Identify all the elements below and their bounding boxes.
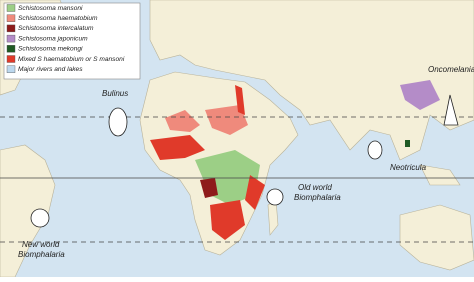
endemic-area: [210, 200, 245, 240]
legend-swatch: [6, 14, 16, 22]
legend-swatch: [6, 4, 16, 12]
legend-label: Schistosoma haematobium: [18, 15, 98, 22]
legend-swatch: [6, 34, 16, 43]
snail-icon: [443, 94, 459, 126]
snail-icon: [30, 208, 50, 228]
endemic-area: [165, 110, 200, 132]
endemic-area: [405, 140, 410, 147]
legend-box: [3, 2, 141, 80]
snail-label: Biomphalaria: [294, 193, 341, 202]
endemic-area: [400, 80, 440, 110]
endemic-area: [235, 85, 245, 115]
snail-label: Bulinus: [102, 89, 128, 98]
endemic-area: [245, 175, 265, 210]
snail-label: New world: [22, 240, 60, 249]
legend-label: Schistosoma mekongi: [18, 46, 83, 53]
snail-icons: [30, 94, 459, 228]
snail-label: Neotricula: [390, 163, 427, 172]
legend-label: Schistosoma mansoni: [18, 5, 83, 12]
legend-label: Schistosoma intercalatum: [18, 25, 94, 32]
legend-swatch: [6, 24, 16, 33]
legend: Schistosoma mansoni Schistosoma haematobi…: [3, 2, 141, 80]
legend-swatch: [6, 55, 16, 63]
legend-label: Mixed S haematobium or S mansoni: [18, 56, 125, 63]
legend-swatch: [6, 65, 16, 73]
legend-swatch: [6, 45, 16, 53]
snail-label: Biomphalaria: [18, 250, 65, 259]
endemic-area: [150, 135, 205, 160]
endemic-areas: [150, 80, 440, 240]
endemic-area: [200, 178, 218, 198]
snail-label: Old world: [298, 183, 332, 192]
snail-icon: [108, 107, 128, 137]
snail-icon: [266, 188, 284, 206]
legend-label: Schistosoma japonicum: [18, 35, 88, 42]
reference-lines: [0, 116, 474, 243]
snail-icon: [367, 140, 383, 160]
legend-label: Major rivers and lakes: [18, 66, 83, 73]
snail-label: Oncomelania: [428, 65, 474, 74]
endemic-area: [205, 105, 248, 135]
